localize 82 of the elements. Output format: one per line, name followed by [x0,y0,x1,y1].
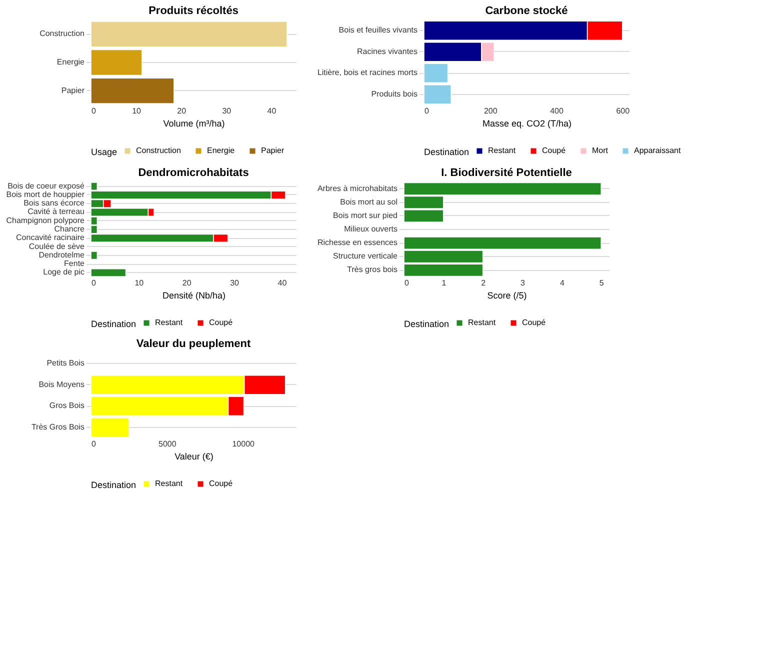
legend-label: Restant [155,318,184,327]
y-tick-label: Bois Moyens [38,380,84,389]
y-tick-label: Chancre [54,224,86,234]
y-tick-label: Milieux ouverts [344,224,398,234]
chart-title: Dendromicrohabitats [138,166,249,179]
x-tick-label: 3 [520,278,526,288]
x-axis-title: Valeur (€) [174,452,214,462]
x-tick-label: 200 [484,106,498,116]
x-tick-label: 0 [404,278,410,288]
legend-label: Coupé [209,478,234,488]
legend-label: Construction [136,146,181,155]
y-tick-label: Cavité à terreau [28,207,84,216]
x-axis-title: Densité (Nb/ha) [162,290,226,300]
chart-title: Valeur du peuplement [136,338,251,350]
x-tick-label: 0 [424,106,430,116]
y-tick-label: Construction [40,29,84,38]
x-tick-label: 5000 [158,440,177,448]
x-tick-label: 4 [560,278,565,288]
x-tick-label: 10 [134,278,144,288]
y-tick-label: Fente [64,259,86,268]
x-tick-label: 20 [182,278,192,288]
y-tick-label: Bois mort sur pied [333,210,398,220]
legend-title: Destination [424,147,470,157]
legend-label: Coupé [522,318,546,327]
legend-title: Destination [404,319,450,329]
y-tick-label: Arbres à microhabitats [317,184,398,193]
x-tick-label: 20 [177,106,187,116]
y-tick-label: Produits bois [371,89,418,98]
legend-label: Coupé [209,318,234,327]
x-tick-label: 30 [222,106,232,116]
y-tick-label: Bois mort de houppier [6,190,85,199]
x-tick-label: 0 [92,106,96,116]
x-tick-label: 40 [267,106,277,116]
y-tick-label: Coulée de sève [28,242,86,251]
y-tick-label: Loge de pic [43,268,84,277]
y-tick-label: Gros Bois [49,401,84,410]
bar [90,251,98,260]
x-tick-label: 5 [599,278,604,288]
legend-label: Mort [592,146,609,155]
x-tick-label: 10 [132,106,142,116]
legend-label: Energie [207,146,236,155]
y-tick-label: Bois de coeur exposé [8,181,86,190]
chart-title: Carbone stocké [485,5,568,17]
y-tick-label: Racines vivantes [357,46,418,56]
legend-title: Destination [91,480,136,490]
legend-label: Restant [155,478,184,488]
legend-label: Papier [261,146,284,155]
y-tick-label: Dendrotelme [38,250,86,260]
x-tick-label: 600 [616,106,630,116]
y-tick-label: Très Gros Bois [31,422,84,432]
x-tick-label: 1 [442,278,447,288]
y-tick-label: Bois sans écorce [24,198,86,208]
legend-label: Apparaissant [634,146,682,155]
y-tick-label: Structure verticale [333,252,398,261]
y-tick-label: Bois et feuilles vivants [338,26,418,35]
x-axis-title: Score (/5) [487,290,527,300]
x-tick-label: 400 [550,106,564,116]
y-tick-label: Papier [61,86,85,95]
y-tick-label: Bois mort au sol [340,197,398,206]
legend-label: Coupé [542,146,566,155]
legend-title: Destination [91,319,136,329]
x-tick-label: 2 [481,278,486,288]
y-tick-label: Petits Bois [46,358,84,368]
x-tick-label: 10000 [232,440,256,448]
y-tick-label: Champignon polypore [6,216,86,225]
x-tick-label: 40 [278,278,288,288]
bar [90,268,126,277]
x-axis-title: Volume (m³/ha) [163,118,225,128]
y-tick-label: Concavité racinaire [16,233,86,242]
y-tick-label: Litière, bois et racines morts [317,68,418,78]
legend-title: Usage [91,147,118,157]
y-tick-label: Energie [56,58,86,66]
legend-label: Restant [468,318,496,327]
x-tick-label: 30 [230,278,240,288]
legend-label: Restant [488,146,516,155]
x-tick-label: 0 [92,278,96,288]
chart-title: Produits récoltés [148,5,238,17]
chart-title: I. Biodiversité Potentielle [441,167,572,179]
x-tick-label: 0 [92,440,96,448]
y-tick-label: Richesse en essences [317,238,398,248]
x-axis-title: Masse eq. CO2 (T/ha) [482,118,572,128]
y-tick-label: Très gros bois [347,265,398,274]
